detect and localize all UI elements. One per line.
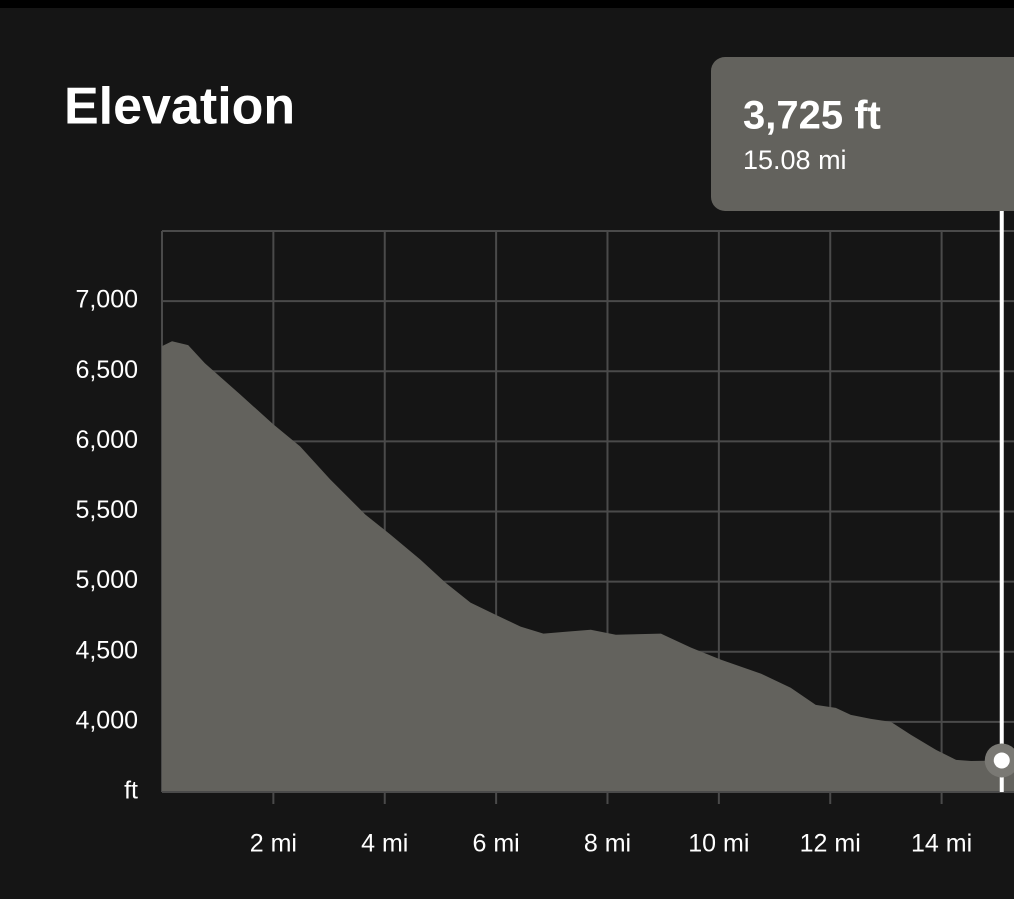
y-tick-label: 5,500 xyxy=(75,496,138,524)
top-bar xyxy=(0,0,1014,8)
cursor-dot xyxy=(993,752,1010,769)
y-tick-label: ft xyxy=(124,777,138,805)
y-tick-label: 6,500 xyxy=(75,356,138,384)
y-tick-label: 4,500 xyxy=(75,636,138,664)
x-tick-label: 4 mi xyxy=(361,830,408,858)
y-tick-label: 5,000 xyxy=(75,566,138,594)
tooltip xyxy=(711,57,1014,211)
y-tick-label: 7,000 xyxy=(75,286,138,314)
elevation-area xyxy=(162,341,1014,792)
tooltip-x: 15.08 mi xyxy=(743,145,847,175)
chart-title: Elevation xyxy=(64,78,295,136)
x-tick-label: 6 mi xyxy=(473,830,520,858)
x-tick-label: 8 mi xyxy=(584,830,631,858)
y-tick-label: 6,000 xyxy=(75,426,138,454)
x-tick-label: 14 mi xyxy=(911,830,972,858)
y-tick-label: 4,000 xyxy=(75,706,138,734)
x-tick-label: 10 mi xyxy=(688,830,749,858)
x-tick-label: 2 mi xyxy=(250,830,297,858)
x-tick-label: 12 mi xyxy=(800,830,861,858)
tooltip-value: 3,725 ft xyxy=(743,94,881,138)
